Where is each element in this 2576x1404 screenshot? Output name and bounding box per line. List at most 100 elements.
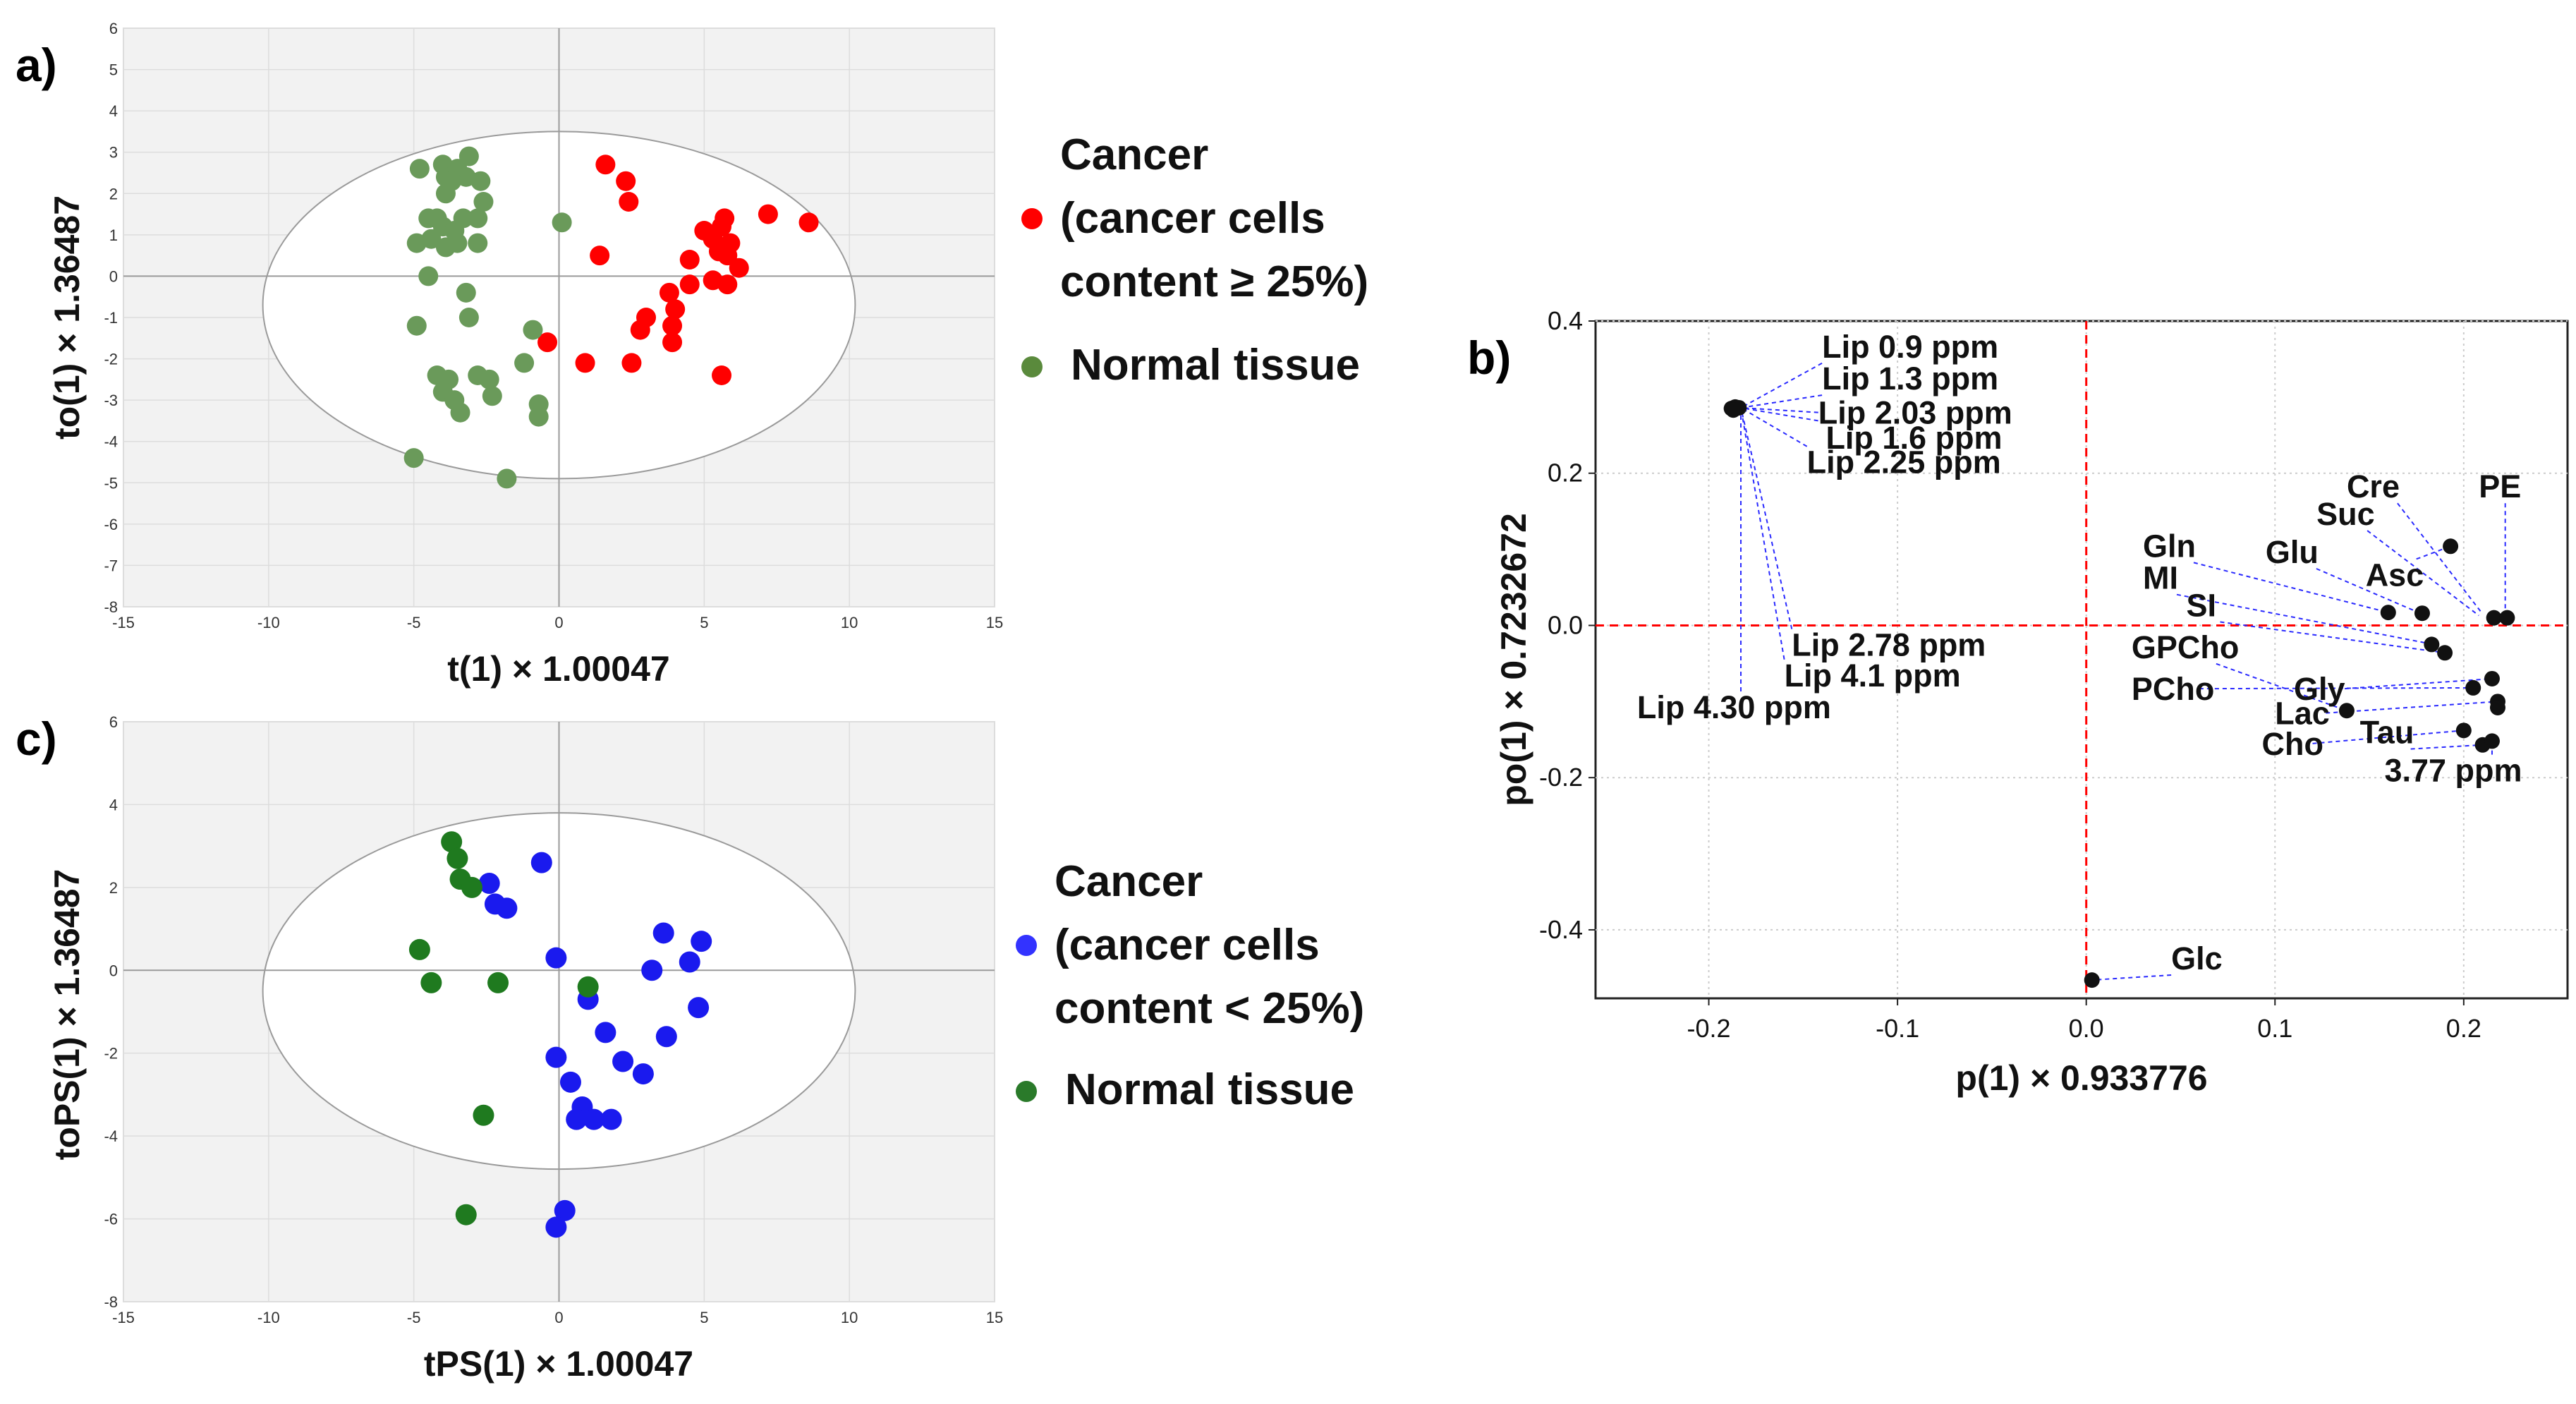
cancer-point: [665, 299, 686, 320]
panel-a-points: [403, 146, 819, 489]
leader-line: [2397, 502, 2484, 615]
cancer-point: [636, 308, 656, 327]
x-tick-label: -10: [257, 1309, 280, 1326]
y-tick-label: -1: [104, 309, 118, 327]
panel-b-label: b): [1467, 332, 1511, 384]
cancer-point: [758, 204, 778, 224]
loading-point: [1725, 402, 1742, 418]
normal-tissue-point: [482, 386, 502, 406]
leader-line: [1740, 407, 1793, 629]
loading-point: [2084, 972, 2100, 988]
metabolite-label: PCho: [2132, 671, 2215, 707]
panel-a-legend-marker-cancer: [1021, 208, 1043, 229]
panel-c-y-axis-title: toPS(1) × 1.36487: [47, 869, 87, 1161]
leader-line: [2220, 621, 2446, 654]
y-tick-label: 1: [109, 226, 118, 244]
metabolite-label: Lip 4.30 ppm: [1637, 689, 1831, 725]
panel-b: b) -0.2 -0.1 0.0 0.1 0.2 -0.4 -0.2 0.0 0.2 0.4 L…: [1467, 306, 2569, 1098]
cancer-point: [712, 365, 732, 385]
metabolite-label: Tau: [2360, 715, 2414, 751]
normal-tissue-point: [468, 233, 488, 253]
leader-line: [2199, 686, 2474, 690]
normal-tissue-point: [470, 171, 491, 191]
loading-point: [2486, 610, 2502, 626]
cancer-point: [554, 1199, 576, 1221]
cancer-point: [662, 332, 683, 353]
panel-a-y-ticks: -8 -7 -6 -5 -4 -3 -2 -1 0 1 2 3 4 5 6: [104, 20, 118, 616]
metabolite-label: Lip 2.03 ppm: [1818, 395, 2012, 431]
cancer-point: [545, 1216, 567, 1238]
loading-point: [2455, 722, 2472, 739]
x-tick-label: -5: [407, 614, 421, 631]
cancer-point: [583, 1108, 604, 1130]
normal-tissue-point: [473, 192, 494, 212]
loading-point: [2484, 670, 2500, 686]
metabolite-label: Lip 4.1 ppm: [1785, 658, 1961, 694]
panel-b-leader-lines: [1740, 362, 2506, 981]
loading-point: [2437, 645, 2453, 661]
x-tick-label: 0: [554, 614, 563, 631]
panel-a-x-ticks: -15 -10 -5 0 5 10 15: [112, 614, 1003, 631]
x-tick-label: 0.0: [2069, 1014, 2104, 1043]
normal-tissue-point: [458, 308, 479, 327]
panel-a-zero-lines: [123, 28, 995, 607]
panel-a-legend-cancer-line-3: content ≥ 25%): [1060, 258, 1368, 306]
x-tick-label: 0: [554, 1309, 563, 1326]
leader-line: [1740, 407, 1785, 660]
panel-c-y-ticks: -8 -6 -4 -2 0 2 4 6: [104, 713, 118, 1311]
leader-line: [2367, 530, 2479, 617]
normal-tissue-point: [514, 353, 535, 373]
x-tick-label: 5: [700, 614, 708, 631]
panel-b-x-ticks: -0.2 -0.1 0.0 0.1 0.2: [1687, 998, 2481, 1043]
y-tick-label: 4: [109, 102, 118, 120]
cancer-point: [717, 274, 738, 295]
cancer-point: [559, 1071, 581, 1093]
metabolite-label: MI: [2143, 560, 2178, 596]
panel-a-label: a): [16, 39, 57, 91]
loading-point: [2443, 538, 2459, 555]
normal-tissue-point: [487, 972, 509, 993]
cancer-point: [545, 947, 567, 969]
y-tick-label: 2: [109, 879, 118, 897]
cancer-point: [496, 897, 518, 919]
metabolite-label: Glc: [2171, 940, 2223, 976]
x-tick-label: 0.1: [2257, 1014, 2292, 1043]
x-tick-label: 10: [841, 614, 858, 631]
cancer-point: [798, 212, 819, 233]
cancer-point: [612, 1051, 634, 1072]
metabolite-label: SI: [2187, 588, 2217, 624]
x-tick-label: 15: [986, 1309, 1003, 1326]
metabolite-label: PE: [2479, 468, 2521, 504]
cancer-point: [545, 1046, 567, 1068]
x-tick-label: 15: [986, 614, 1003, 631]
y-tick-label: -2: [104, 1045, 118, 1063]
leader-line: [2416, 545, 2451, 560]
normal-tissue-point: [473, 1104, 494, 1126]
loading-point: [2414, 605, 2430, 622]
panel-c-legend-marker-cancer: [1016, 935, 1037, 956]
normal-tissue-point: [447, 233, 468, 253]
x-tick-label: -15: [112, 1309, 135, 1326]
cancer-point: [720, 233, 741, 253]
panel-c-x-ticks: -15 -10 -5 0 5 10 15: [112, 1309, 1003, 1326]
metabolite-label: Lip 2.25 ppm: [1807, 444, 2001, 480]
metabolite-label: Glu: [2266, 534, 2319, 570]
normal-tissue-point: [441, 831, 463, 853]
x-tick-label: -0.2: [1687, 1014, 1731, 1043]
loading-point: [2489, 699, 2505, 715]
panel-a-legend-cancer-line-2: (cancer cells: [1060, 194, 1325, 243]
panel-c-legend-normal: Normal tissue: [1065, 1065, 1354, 1114]
panel-a-legend-marker-normal: [1021, 356, 1043, 377]
normal-tissue-point: [458, 146, 479, 167]
y-tick-label: 0.2: [1548, 459, 1583, 488]
cancer-point: [530, 852, 552, 873]
normal-tissue-point: [453, 208, 473, 229]
cancer-point: [595, 155, 616, 175]
normal-tissue-point: [450, 402, 470, 423]
cancer-point: [641, 960, 663, 981]
cancer-point: [590, 246, 610, 266]
metabolite-label: Lip 0.9 ppm: [1822, 329, 1998, 365]
panel-a-x-axis-title: t(1) × 1.00047: [447, 649, 669, 689]
leader-line: [1740, 406, 1826, 423]
